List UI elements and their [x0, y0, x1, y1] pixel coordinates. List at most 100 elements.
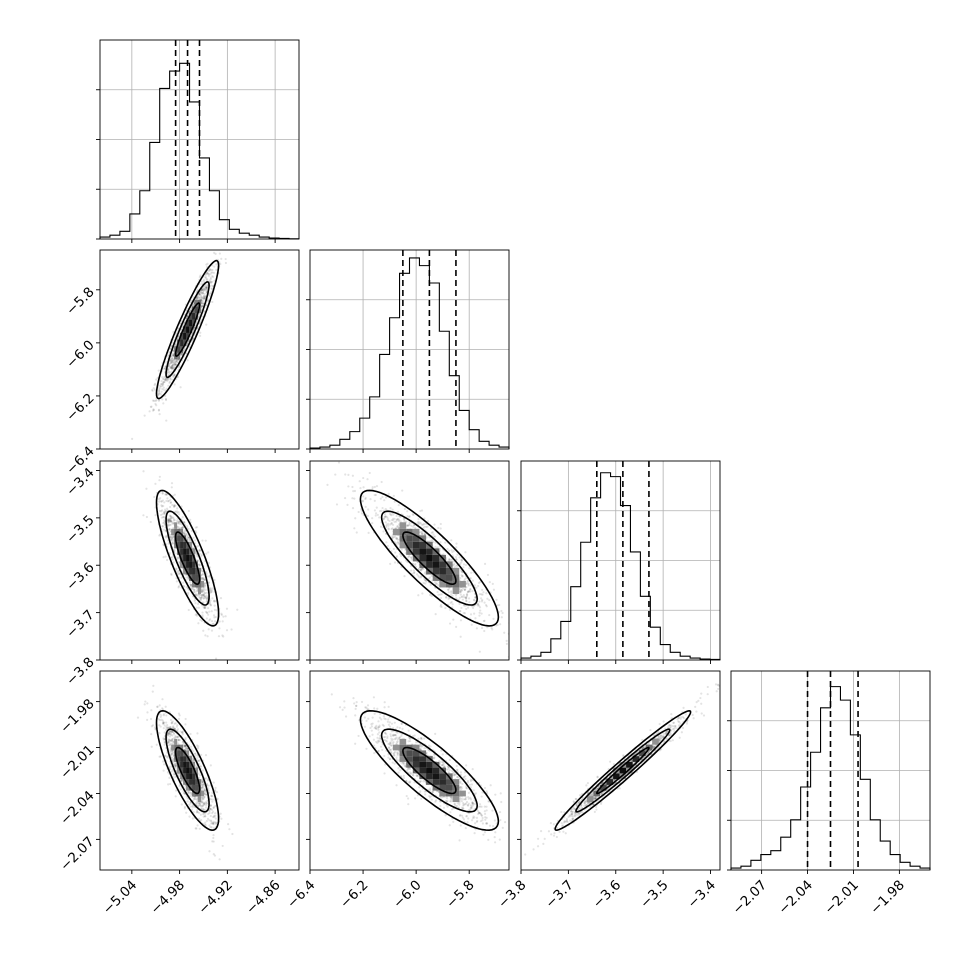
sample-point [182, 792, 186, 795]
sample-point [207, 613, 210, 616]
sample-point [476, 604, 479, 607]
sample-point [188, 581, 192, 584]
sample-point [406, 524, 410, 527]
sample-point [401, 489, 404, 492]
sample-point [503, 631, 506, 634]
sample-point [171, 358, 174, 361]
sample-point [204, 539, 207, 542]
sample-point [161, 698, 164, 701]
sample-point [166, 519, 170, 522]
joint-panel-1-2 [306, 460, 510, 664]
sample-point [152, 387, 155, 390]
sample-point [182, 584, 185, 588]
sample-point [459, 619, 463, 622]
sample-point [202, 287, 205, 290]
sample-point [211, 840, 214, 843]
sample-point [190, 792, 193, 795]
sample-point [361, 499, 364, 502]
sample-point [432, 540, 435, 543]
sample-point [167, 500, 170, 503]
panel-frame [309, 460, 510, 661]
sample-point [429, 527, 433, 530]
sample-point [408, 521, 411, 524]
sample-point [194, 613, 197, 616]
sample-point [343, 496, 347, 500]
sample-point [221, 634, 224, 637]
sample-point [430, 531, 433, 534]
sample-point [480, 600, 484, 603]
sample-point [201, 291, 205, 295]
sample-point [490, 626, 493, 630]
sample-point [167, 738, 170, 741]
sample-point [156, 705, 159, 709]
sample-point [198, 817, 201, 820]
sample-point [199, 598, 203, 601]
sample-point [478, 600, 481, 603]
sample-point [429, 540, 432, 543]
sample-point [166, 371, 169, 374]
sample-point [207, 299, 210, 302]
sample-point [201, 780, 204, 784]
sample-point [184, 723, 187, 726]
sample-point [175, 764, 178, 768]
sample-point [478, 614, 481, 617]
sample-point [204, 792, 208, 796]
sample-point [173, 363, 176, 366]
sample-point [211, 287, 214, 291]
sample-point [190, 791, 193, 794]
sample-point [171, 537, 174, 540]
sample-point [206, 272, 209, 275]
sample-point [184, 737, 187, 740]
sample-point [204, 285, 207, 288]
sample-point [421, 592, 424, 595]
sample-point [444, 606, 447, 610]
sample-point [189, 745, 193, 748]
sample-point [420, 532, 423, 536]
sample-point [162, 721, 165, 724]
sample-point [201, 611, 204, 614]
sample-point [162, 511, 166, 514]
sample-point [185, 576, 188, 579]
sample-point [175, 580, 178, 583]
sample-point [173, 722, 176, 725]
sample-point [192, 303, 195, 306]
sample-point [390, 521, 393, 525]
sample-point [170, 721, 173, 724]
sample-point [201, 305, 204, 308]
sample-point [163, 521, 166, 524]
sample-point [421, 533, 424, 536]
sample-point [467, 583, 470, 586]
sample-point [214, 615, 217, 619]
contour-level-2 [165, 281, 210, 379]
sample-point [424, 582, 427, 585]
sample-point [169, 782, 172, 786]
sample-point [194, 752, 197, 755]
density-cell [192, 574, 196, 581]
sample-point [211, 795, 214, 798]
sample-point [495, 598, 498, 601]
sample-point [456, 553, 459, 556]
sample-point [189, 583, 193, 587]
sample-point [373, 509, 377, 512]
sample-point [467, 582, 470, 585]
sample-point [170, 573, 173, 577]
sample-point [170, 361, 173, 364]
sample-point [200, 590, 203, 593]
sample-point [180, 352, 183, 356]
sample-point [208, 279, 211, 282]
sample-point [207, 551, 210, 554]
sample-point [486, 597, 489, 600]
sample-point [158, 534, 161, 537]
sample-point [186, 534, 189, 537]
sample-point [199, 764, 202, 768]
sample-point [170, 344, 173, 347]
sample-point [204, 276, 207, 279]
sample-point [167, 740, 170, 743]
sample-point [180, 353, 183, 357]
sample-point [171, 364, 175, 367]
density-cell [189, 567, 193, 575]
sample-point [459, 635, 462, 638]
sample-point [169, 517, 173, 520]
sample-point [142, 514, 145, 517]
sample-point [389, 513, 392, 516]
